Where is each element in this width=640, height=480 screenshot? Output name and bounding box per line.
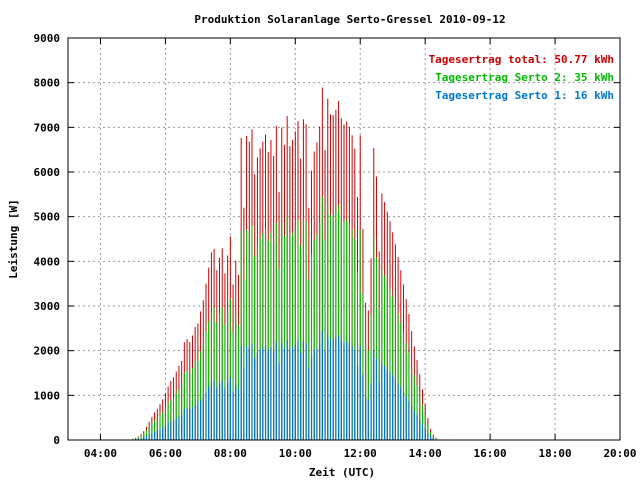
y-tick-label: 4000: [34, 255, 61, 268]
x-tick-label: 04:00: [84, 447, 117, 460]
y-tick-label: 8000: [34, 77, 61, 90]
y-tick-label: 2000: [34, 345, 61, 358]
x-tick-label: 10:00: [279, 447, 312, 460]
y-tick-label: 1000: [34, 389, 61, 402]
legend: Tagesertrag total: 50.77 kWh Tagesertrag …: [429, 53, 614, 102]
bars: [132, 87, 437, 440]
legend-total: Tagesertrag total: 50.77 kWh: [429, 53, 614, 66]
x-tick-label: 14:00: [409, 447, 442, 460]
y-tick-label: 5000: [34, 211, 61, 224]
x-tick-label: 20:00: [603, 447, 636, 460]
x-tick-labels: 04:00 06:00 08:00 10:00 12:00 14:00 16:00 18:00…: [84, 447, 637, 460]
x-axis-label: Zeit (UTC): [309, 466, 375, 479]
x-tick-label: 08:00: [214, 447, 247, 460]
x-tick-label: 06:00: [149, 447, 182, 460]
y-tick-labels: 0 1000 2000 3000 4000 5000 6000 7000 8000 9000: [34, 32, 61, 447]
y-tick-label: 7000: [34, 121, 61, 134]
y-axis-label: Leistung [W]: [7, 199, 20, 278]
y-tick-label: 3000: [34, 300, 61, 313]
legend-serto2: Tagesertrag Serto 2: 35 kWh: [435, 71, 614, 84]
y-tick-label: 9000: [34, 32, 61, 45]
x-tick-label: 16:00: [474, 447, 507, 460]
chart-title: Produktion Solaranlage Serto-Gressel 201…: [194, 13, 505, 26]
x-tick-label: 18:00: [538, 447, 571, 460]
y-tick-label: 0: [53, 434, 60, 447]
y-tick-label: 6000: [34, 166, 61, 179]
legend-serto1: Tagesertrag Serto 1: 16 kWh: [435, 89, 614, 102]
plot-frame: [67, 37, 621, 441]
x-tick-label: 12:00: [344, 447, 377, 460]
